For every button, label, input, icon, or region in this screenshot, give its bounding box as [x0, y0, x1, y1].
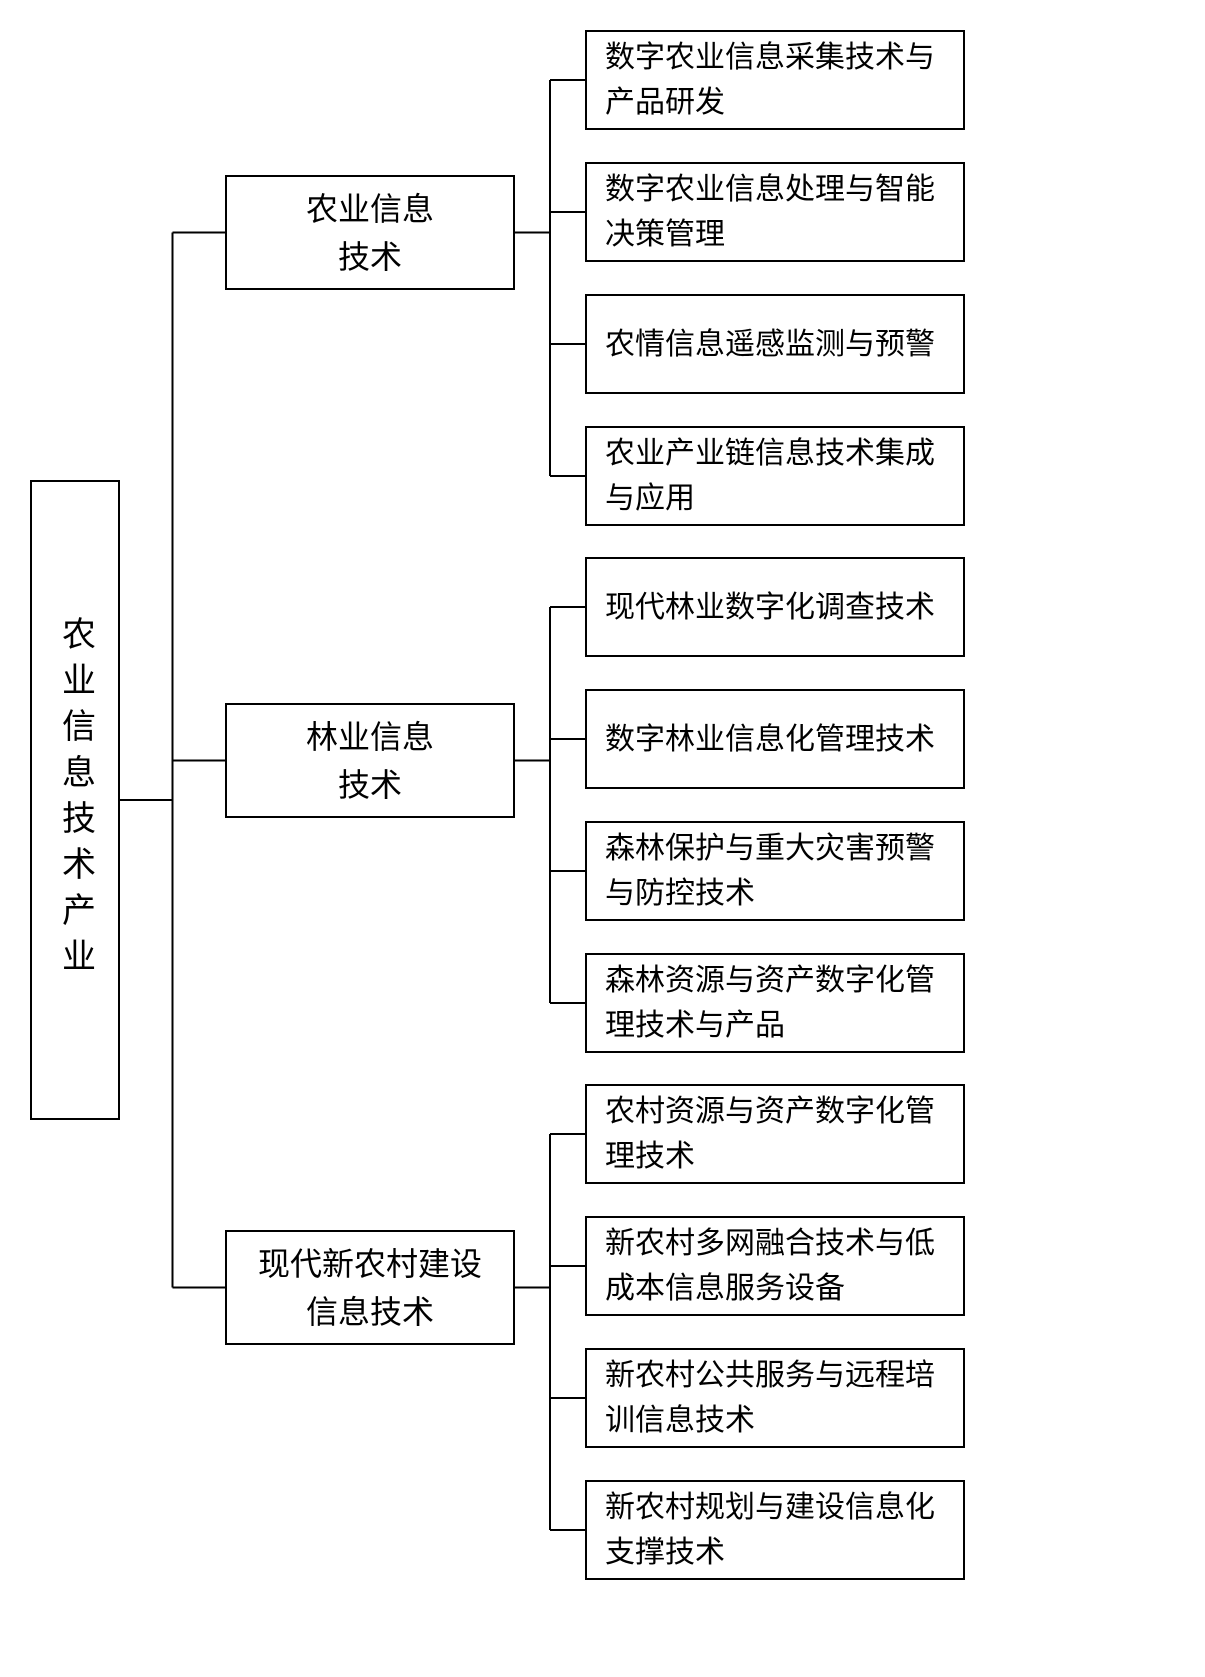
mid-label-line1: 林业信息: [306, 713, 434, 761]
mid-node-3: 现代新农村建设信息技术: [225, 1230, 515, 1345]
leaf-label: 农业产业链信息技术集成与应用: [605, 431, 945, 521]
leaf-node-1-3: 农情信息遥感监测与预警: [585, 294, 965, 394]
leaf-label: 农情信息遥感监测与预警: [605, 322, 935, 367]
leaf-node-1-1: 数字农业信息采集技术与产品研发: [585, 30, 965, 130]
leaf-label: 新农村多网融合技术与低成本信息服务设备: [605, 1221, 945, 1311]
mid-node-2: 林业信息技术: [225, 703, 515, 818]
leaf-label: 数字林业信息化管理技术: [605, 717, 935, 762]
leaf-node-3-3: 新农村公共服务与远程培训信息技术: [585, 1348, 965, 1448]
mid-label-line1: 现代新农村建设: [258, 1240, 482, 1288]
leaf-label: 农村资源与资产数字化管理技术: [605, 1089, 945, 1179]
leaf-label: 新农村公共服务与远程培训信息技术: [605, 1353, 945, 1443]
leaf-node-2-1: 现代林业数字化调查技术: [585, 557, 965, 657]
leaf-node-3-2: 新农村多网融合技术与低成本信息服务设备: [585, 1216, 965, 1316]
leaf-node-3-4: 新农村规划与建设信息化支撑技术: [585, 1480, 965, 1580]
leaf-label: 森林保护与重大灾害预警与防控技术: [605, 826, 945, 916]
leaf-label: 数字农业信息处理与智能决策管理: [605, 167, 945, 257]
mid-node-1: 农业信息技术: [225, 175, 515, 290]
mid-label-line1: 农业信息: [306, 185, 434, 233]
leaf-label: 新农村规划与建设信息化支撑技术: [605, 1485, 945, 1575]
leaf-label: 现代林业数字化调查技术: [605, 585, 935, 630]
leaf-node-1-2: 数字农业信息处理与智能决策管理: [585, 162, 965, 262]
leaf-label: 数字农业信息采集技术与产品研发: [605, 35, 945, 125]
mid-label-line2: 技术: [306, 233, 434, 281]
mid-label-line2: 技术: [306, 761, 434, 809]
root-node: 农业信息技术产业: [30, 480, 120, 1120]
leaf-node-2-3: 森林保护与重大灾害预警与防控技术: [585, 821, 965, 921]
mid-label-line2: 信息技术: [258, 1288, 482, 1336]
leaf-node-2-2: 数字林业信息化管理技术: [585, 689, 965, 789]
leaf-node-3-1: 农村资源与资产数字化管理技术: [585, 1084, 965, 1184]
root-label: 农业信息技术产业: [50, 616, 101, 984]
leaf-node-1-4: 农业产业链信息技术集成与应用: [585, 426, 965, 526]
leaf-label: 森林资源与资产数字化管理技术与产品: [605, 958, 945, 1048]
leaf-node-2-4: 森林资源与资产数字化管理技术与产品: [585, 953, 965, 1053]
